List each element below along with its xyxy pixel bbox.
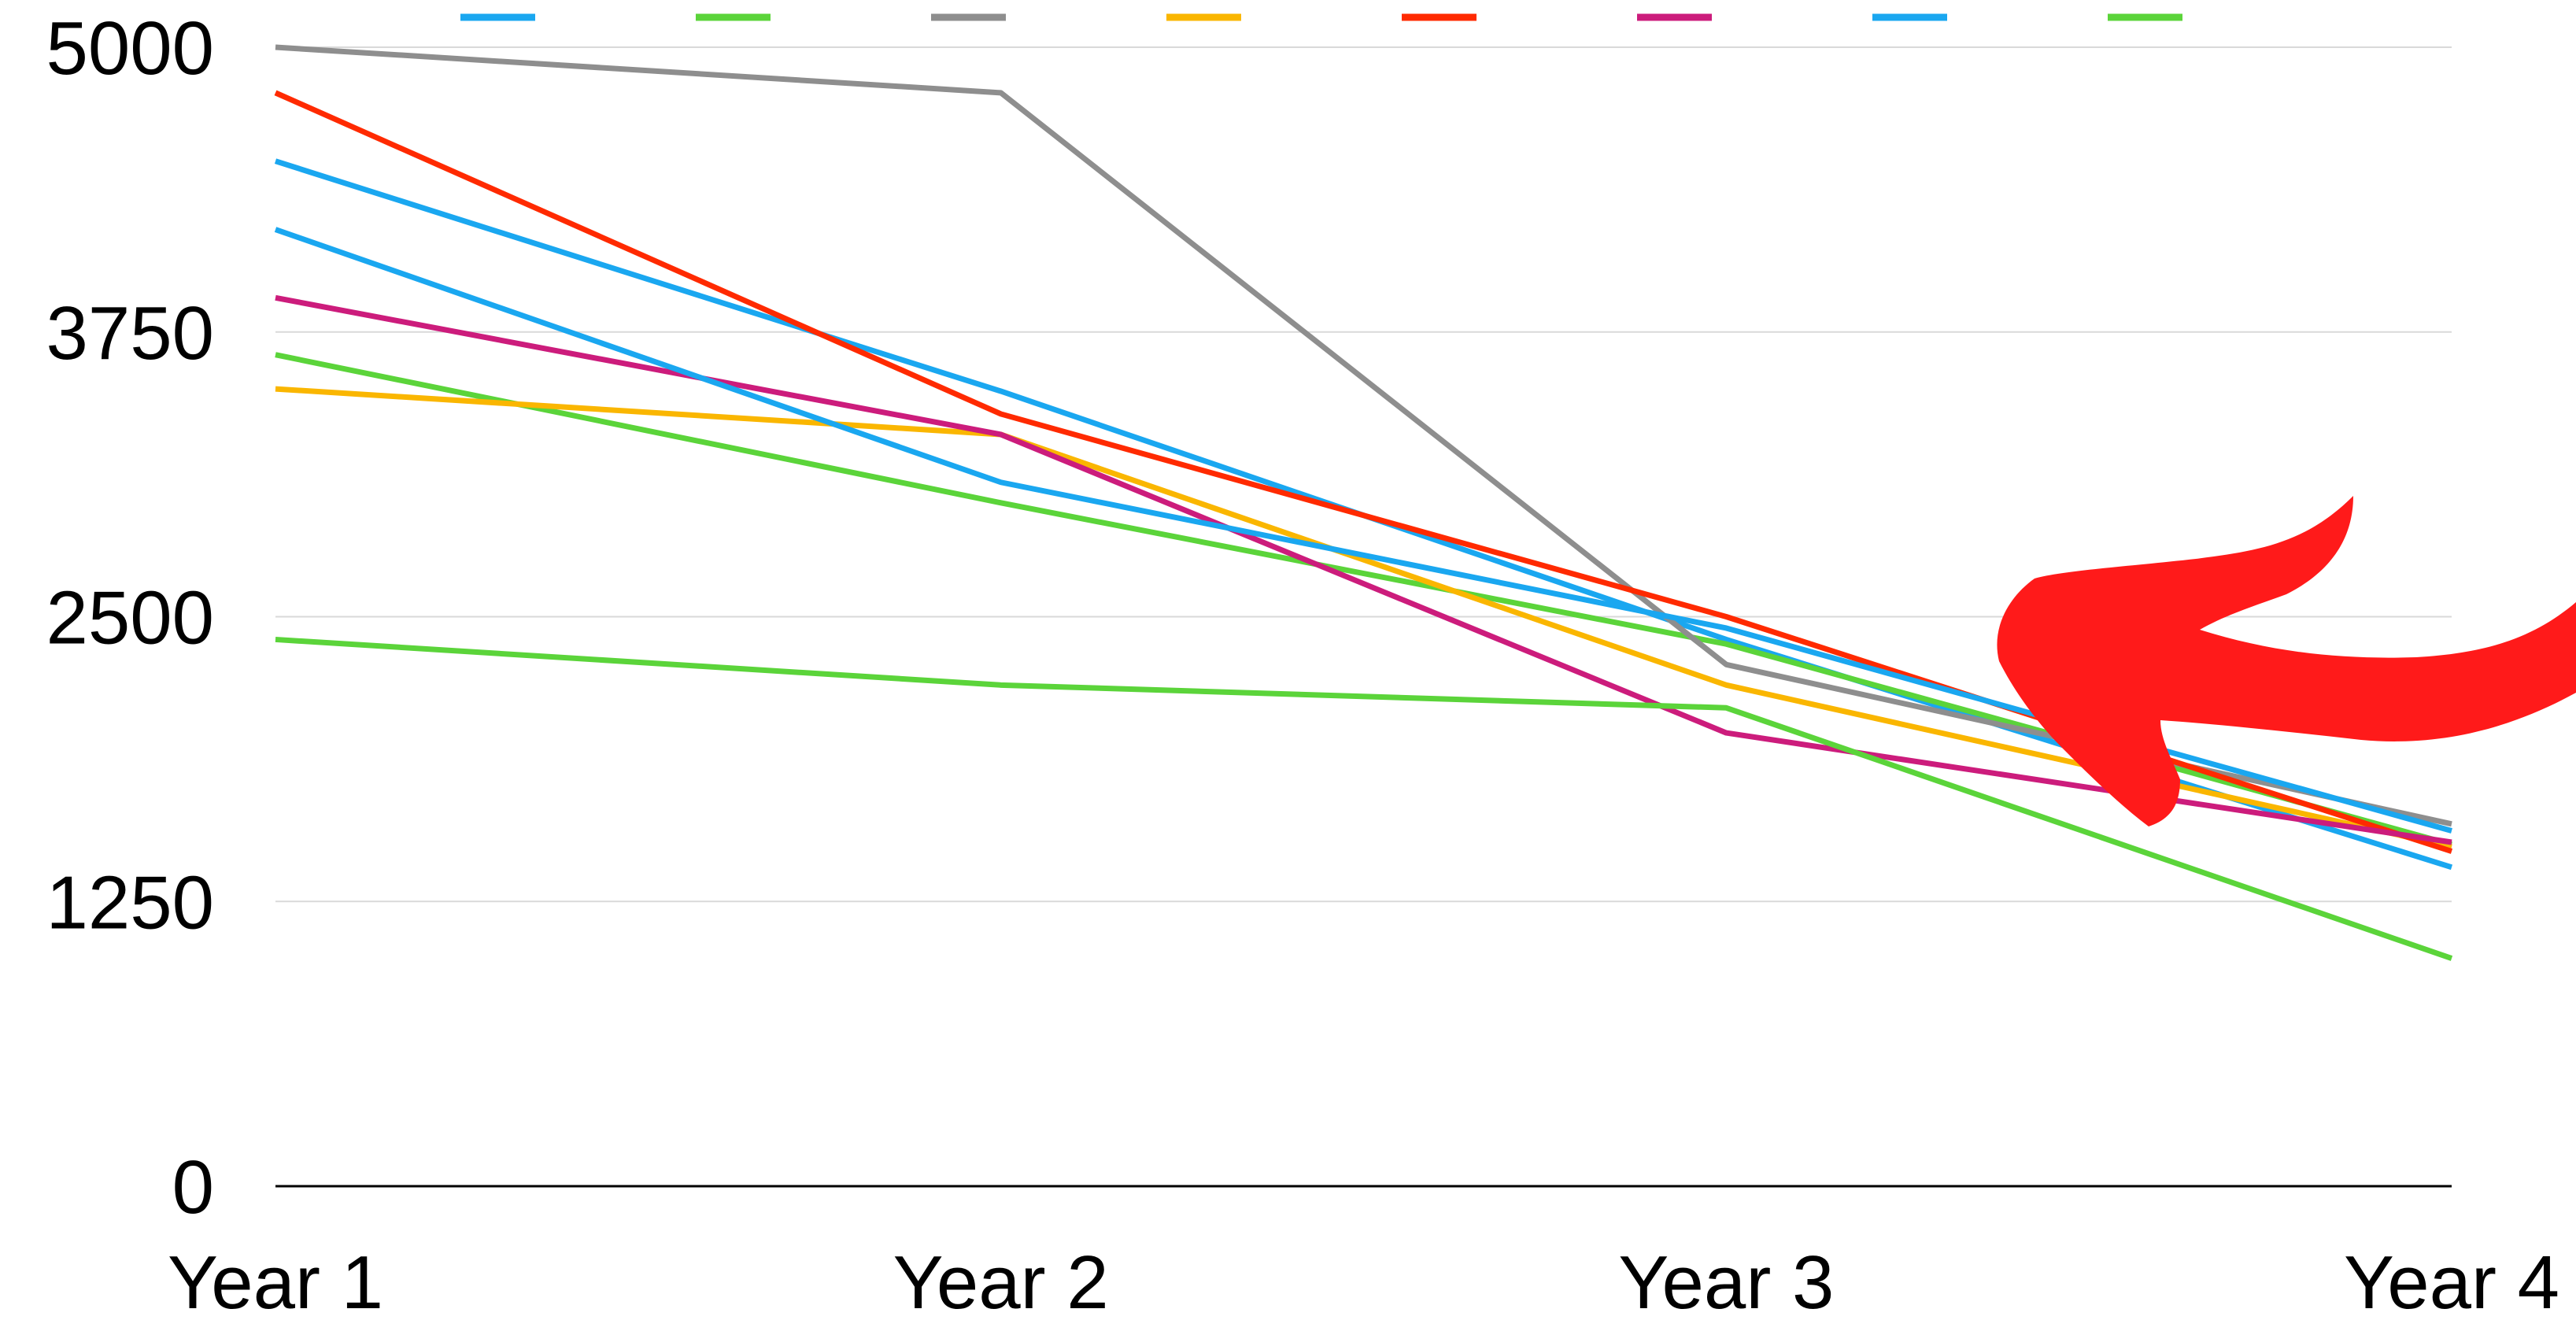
y-tick-label: 1250: [46, 860, 214, 945]
x-tick-label: Year 4: [2344, 1241, 2559, 1320]
y-tick-label: 2500: [46, 576, 214, 660]
y-axis-tick-labels: 0 1250 2500 3750 5000: [46, 6, 214, 1229]
x-tick-label: Year 1: [168, 1241, 383, 1320]
red-arrow-icon: [1997, 496, 2576, 826]
series-line-8: [275, 636, 2453, 961]
x-tick-label: Year 3: [1618, 1241, 1834, 1320]
y-tick-label: 3750: [46, 291, 214, 375]
red-arrow-annotation: [1997, 496, 2576, 826]
y-tick-label: 5000: [46, 6, 214, 91]
x-tick-label: Year 2: [893, 1241, 1109, 1320]
grid-lines: [275, 46, 2452, 1188]
series-lines: [274, 44, 2453, 961]
x-axis-tick-labels: Year 1 Year 2 Year 3 Year 4: [168, 1241, 2559, 1320]
series-line-6: [275, 294, 2452, 845]
y-tick-label: 0: [172, 1145, 214, 1229]
